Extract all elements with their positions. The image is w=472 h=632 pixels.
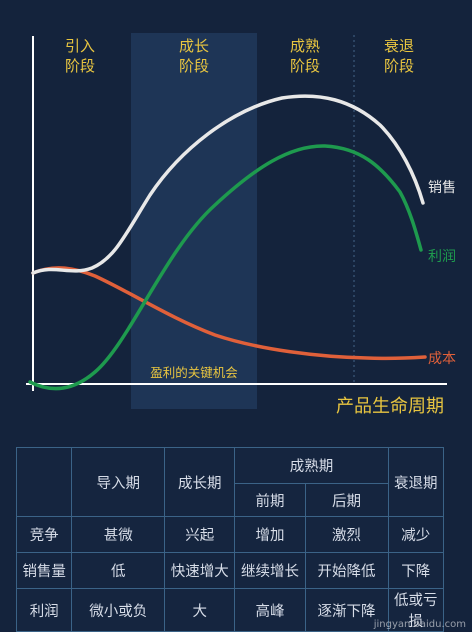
stage-growth-line2: 阶段	[179, 57, 209, 75]
table-cell: 开始降低	[304, 552, 389, 589]
row-label: 竞争	[15, 516, 73, 553]
table-cell: 低	[71, 552, 166, 589]
stage-intro-line2: 阶段	[65, 57, 95, 75]
profit-curve	[28, 144, 423, 391]
table-cell: 兴起	[164, 516, 236, 553]
header-maturity-early: 前期	[234, 483, 306, 517]
sales-label: 销售	[428, 180, 456, 196]
header-empty-cell	[15, 447, 73, 517]
table-cell: 激烈	[304, 516, 389, 553]
table-cell: 微小或负	[71, 588, 166, 632]
table-cell: 低或亏损	[387, 588, 445, 632]
table-cell: 甚微	[71, 516, 166, 553]
row-label: 销售量	[15, 552, 73, 589]
table-subheader-row: 前期 后期	[17, 483, 444, 517]
stage-intro-line1: 引入	[65, 37, 95, 55]
cost-label: 成本	[428, 351, 456, 367]
table-cell: 增加	[234, 516, 306, 553]
stage-maturity-line1: 成熟	[290, 37, 320, 55]
table-header-row: 导入期 成长期 成熟期 衰退期	[15, 447, 445, 517]
table-row: 竞争 甚微 兴起 增加 激烈 减少	[15, 516, 445, 553]
table-cell: 高峰	[234, 588, 306, 632]
header-intro: 导入期	[71, 447, 166, 517]
stage-maturity-line2: 阶段	[290, 57, 320, 75]
header-growth: 成长期	[164, 447, 236, 517]
growth-stage-band	[131, 33, 257, 409]
profit-label: 利润	[428, 249, 456, 265]
stage-growth-line1: 成长	[179, 37, 209, 55]
stage-decline-line2: 阶段	[384, 57, 414, 75]
table-cell: 下降	[387, 552, 445, 589]
axis-caption: 产品生命周期	[336, 396, 444, 417]
header-maturity-late: 后期	[304, 483, 389, 517]
table-cell: 大	[164, 588, 236, 632]
table-cell: 减少	[387, 516, 445, 553]
cost-curve	[31, 266, 427, 361]
table-cell: 快速增大	[164, 552, 236, 589]
table-cell: 逐渐下降	[304, 588, 389, 632]
row-label: 利润	[15, 588, 73, 632]
lifecycle-table: 导入期 成长期 成熟期 衰退期 前期 后期 竞争 甚微 兴起 增加 激烈 减少 …	[15, 447, 445, 632]
key-opportunity-caption: 盈利的关键机会	[150, 365, 238, 380]
table-row: 销售量 低 快速增大 继续增长 开始降低 下降	[15, 552, 445, 589]
table-cell: 继续增长	[234, 552, 306, 589]
sales-curve	[31, 94, 425, 275]
header-maturity: 成熟期	[234, 447, 389, 484]
header-decline: 衰退期	[387, 447, 445, 517]
watermark-text: jingyan.baidu.com	[373, 619, 466, 630]
table-row: 利润 微小或负 大 高峰 逐渐下降 低或亏损	[15, 588, 445, 632]
stage-decline-line1: 衰退	[384, 37, 414, 55]
